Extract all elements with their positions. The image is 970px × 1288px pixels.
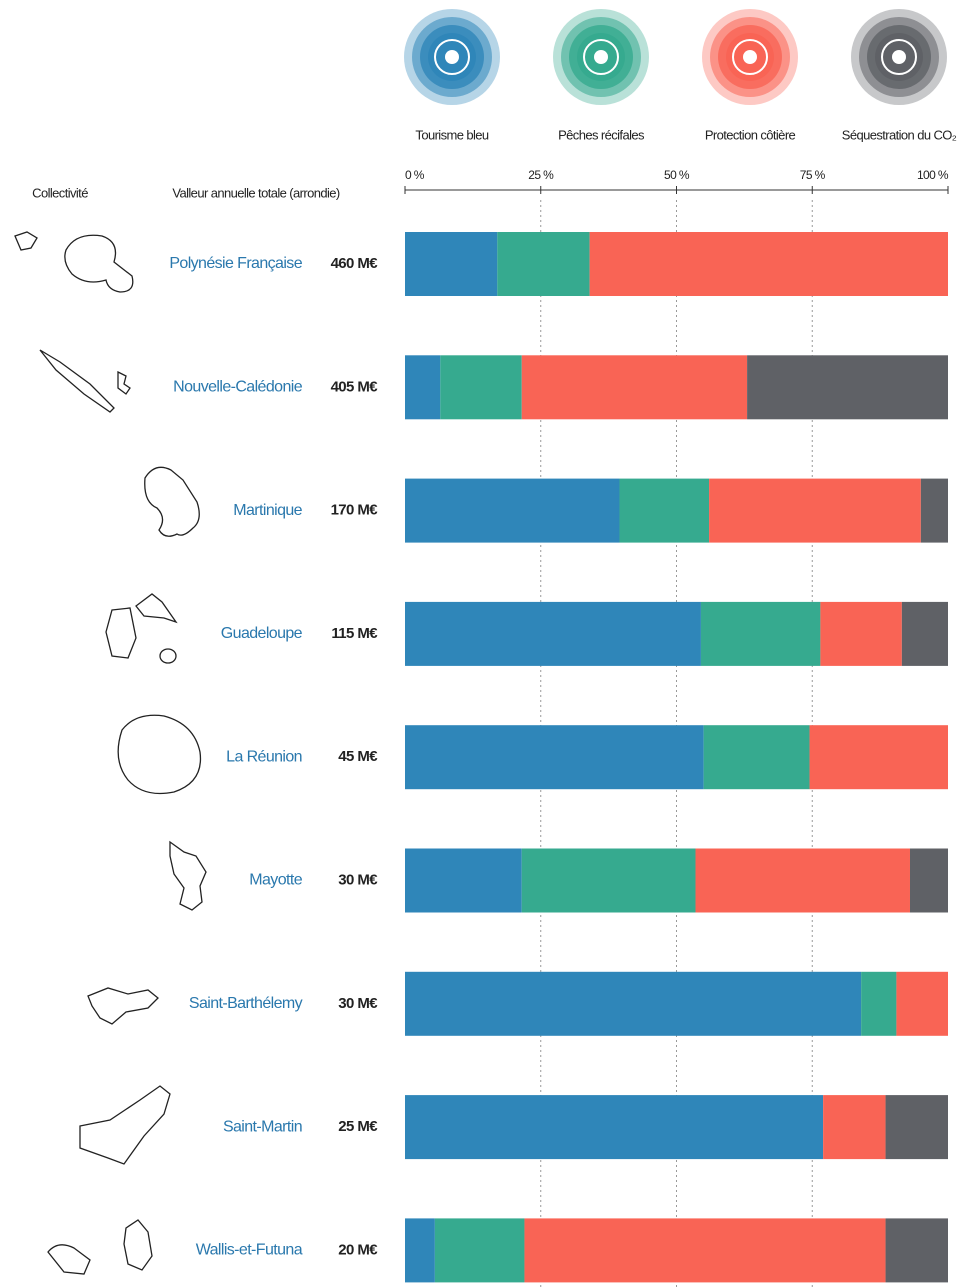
bar-segment — [619, 478, 710, 543]
legend-icon-dot — [892, 50, 906, 64]
legend-icon-inner — [583, 39, 619, 75]
category-label: Martinique — [233, 502, 302, 519]
bar-segment — [524, 1218, 886, 1283]
bar-segment — [703, 725, 810, 790]
island-outline — [39, 349, 131, 413]
column-header: Valleur annuelle totale (arrondie) — [172, 185, 340, 200]
column-header: Collectivité — [32, 185, 88, 200]
bar-segment — [909, 848, 948, 913]
bar-segment — [823, 1095, 886, 1160]
category-label: Guadeloupe — [221, 625, 303, 642]
island-maps — [14, 231, 207, 1275]
bar-segment — [405, 478, 620, 543]
bar-segment — [521, 355, 748, 420]
total-label: 30 M€ — [338, 871, 378, 888]
bar-segment — [695, 848, 910, 913]
island-outline — [144, 466, 200, 537]
bar-segment — [861, 971, 897, 1036]
category-label: Saint-Barthélemy — [189, 995, 303, 1012]
category-label: Wallis-et-Futuna — [196, 1242, 303, 1259]
legend-icon-dot — [445, 50, 459, 64]
island-outline — [87, 987, 159, 1025]
category-label: La Réunion — [226, 748, 302, 765]
category-label: Saint-Martin — [223, 1118, 302, 1135]
x-tick-label: 50 % — [664, 168, 690, 182]
bar-segment — [589, 232, 948, 296]
legend-label: Séquestration du CO₂ — [842, 127, 957, 142]
island-outline — [105, 593, 178, 664]
category-label: Mayotte — [249, 872, 302, 889]
total-label: 45 M€ — [338, 748, 378, 765]
legend-icon-inner — [434, 39, 470, 75]
total-label: 170 M€ — [331, 502, 379, 519]
bar-segment — [885, 1218, 948, 1283]
bar-segment — [405, 848, 522, 913]
bar-segment — [405, 601, 701, 666]
bar-segment — [747, 355, 948, 420]
bar-segment — [885, 1095, 948, 1160]
bar-segment — [700, 601, 821, 666]
bar-segment — [497, 232, 590, 296]
legend-icon-dot — [743, 50, 757, 64]
bar-segment — [896, 971, 948, 1036]
island-outline — [169, 840, 207, 911]
bar-segment — [405, 1218, 435, 1283]
total-label: 115 M€ — [331, 625, 378, 642]
island-outline — [117, 714, 202, 795]
total-label: 460 M€ — [331, 255, 379, 272]
total-label: 30 M€ — [338, 995, 378, 1012]
x-tick-label: 0 % — [405, 168, 425, 182]
bar-segment — [809, 725, 948, 790]
bar-segment — [405, 1095, 824, 1160]
bar-segment — [434, 1218, 525, 1283]
bar-segment — [521, 848, 696, 913]
bar-segment — [820, 601, 902, 666]
bar-segment — [901, 601, 948, 666]
bar-segment — [405, 725, 704, 790]
bar-segment — [440, 355, 522, 420]
total-label: 405 M€ — [331, 378, 379, 395]
bar-segment — [405, 355, 441, 420]
legend-icon-inner — [732, 39, 768, 75]
x-tick-label: 25 % — [528, 168, 554, 182]
legend-icon-dot — [594, 50, 608, 64]
island-outline — [14, 231, 134, 293]
legend-label: Pêches récifales — [558, 127, 645, 142]
total-label: 20 M€ — [338, 1241, 378, 1258]
x-tick-label: 100 % — [917, 168, 949, 182]
island-outline — [79, 1085, 171, 1165]
x-tick-label: 75 % — [800, 168, 826, 182]
legend-label: Tourisme bleu — [415, 127, 488, 142]
legend-label: Protection côtière — [705, 127, 796, 142]
category-label: Polynésie Française — [169, 255, 302, 272]
bar-segment — [920, 478, 948, 543]
island-outline — [47, 1219, 153, 1275]
bar-segment — [709, 478, 921, 543]
legend-icon-inner — [881, 39, 917, 75]
bar-segment — [405, 971, 862, 1036]
total-label: 25 M€ — [338, 1118, 378, 1135]
bar-segment — [405, 232, 498, 296]
category-label: Nouvelle-Calédonie — [173, 379, 303, 396]
